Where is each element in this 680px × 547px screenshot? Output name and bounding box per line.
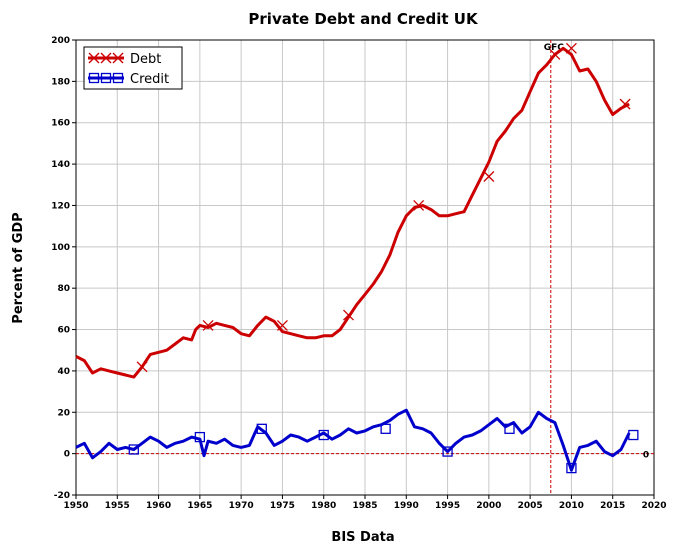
x-tick-label: 2015 xyxy=(600,501,625,511)
series-marker-debt xyxy=(136,361,148,373)
reference-label-gfc: GFC xyxy=(544,43,565,53)
x-tick-label: 1980 xyxy=(311,501,336,511)
series-marker-credit xyxy=(442,446,453,457)
marker-stroke xyxy=(88,52,100,64)
series-line-credit xyxy=(75,408,631,472)
y-tick-label: 80 xyxy=(57,284,70,294)
x-tick-label: 1960 xyxy=(146,501,171,511)
y-tick-label: -20 xyxy=(54,491,70,501)
reference-label-zero: 0 xyxy=(643,451,649,461)
marker-stroke xyxy=(112,52,124,64)
x-tick-label: 2020 xyxy=(641,501,666,511)
x-tick-label: 2010 xyxy=(559,501,584,511)
x-tick-label: 2000 xyxy=(476,501,501,511)
marker-stroke xyxy=(549,49,561,60)
marker-stroke xyxy=(343,309,354,321)
x-tick-label: 1990 xyxy=(394,501,419,511)
x-tick-label: 1955 xyxy=(105,501,130,511)
marker-stroke xyxy=(276,319,288,331)
x-tick-label: 1975 xyxy=(270,501,295,511)
legend-box xyxy=(83,46,183,90)
series-marker-credit xyxy=(194,431,206,443)
series-marker-debt xyxy=(413,199,425,211)
series-marker-credit xyxy=(256,423,267,434)
legend-swatch-marker xyxy=(88,52,100,64)
y-tick-label: 140 xyxy=(51,160,70,170)
x-axis-ticks: 1950 1955 1960 1965 1970 1975 1980 1985 1990 1995… xyxy=(63,495,667,511)
y-tick-label: 180 xyxy=(51,77,70,87)
series-marker-debt xyxy=(343,309,354,321)
series-marker-debt xyxy=(483,171,495,182)
x-tick-label: 1965 xyxy=(187,501,212,511)
series-line-debt xyxy=(75,46,630,379)
marker-stroke xyxy=(136,361,148,373)
x-tick-label: 1995 xyxy=(435,501,460,511)
series-marker-debt xyxy=(565,42,577,54)
y-axis-ticks: -20 0 20 40 60 80 100 120 140 160 180 200 xyxy=(51,36,76,501)
series-marker-debt xyxy=(549,49,561,60)
y-tick-label: 200 xyxy=(51,36,70,46)
marker-stroke xyxy=(202,319,214,331)
grid xyxy=(75,39,655,496)
series-marker-debt xyxy=(202,319,214,331)
y-tick-label: 20 xyxy=(57,408,70,418)
chart-title: Private Debt and Credit UK xyxy=(248,10,479,28)
series-marker-credit xyxy=(566,462,577,474)
marker-stroke xyxy=(619,98,631,110)
legend-swatch-marker xyxy=(112,72,124,84)
series-marker-debt xyxy=(619,98,631,110)
legend: Debt Credit xyxy=(83,46,183,90)
series-marker-credit xyxy=(504,423,515,434)
reference-lines: GFC 0 xyxy=(76,40,654,495)
legend-swatch-marker xyxy=(112,52,124,64)
legend-label-debt: Debt xyxy=(130,52,161,67)
marker-stroke xyxy=(100,52,112,64)
marker-stroke xyxy=(483,171,495,182)
y-tick-label: 100 xyxy=(51,243,70,253)
x-axis-label: BIS Data xyxy=(331,530,394,545)
y-tick-label: 0 xyxy=(64,450,70,460)
series-marker-debt xyxy=(276,319,288,331)
y-tick-label: 60 xyxy=(57,326,70,336)
marker-stroke xyxy=(413,199,425,211)
y-tick-label: 120 xyxy=(51,201,70,211)
series-marker-credit xyxy=(318,429,329,441)
marker-stroke xyxy=(565,42,577,54)
y-tick-label: 40 xyxy=(57,367,70,377)
series-marker-credit xyxy=(128,444,139,455)
series-layer xyxy=(75,42,639,474)
legend-swatch-marker xyxy=(100,72,112,84)
y-axis-label: Percent of GDP xyxy=(11,212,26,323)
series-marker-credit xyxy=(628,429,639,441)
legend-label-credit: Credit xyxy=(130,72,169,87)
x-tick-label: 1985 xyxy=(352,501,377,511)
legend-swatch-marker xyxy=(100,52,112,64)
x-tick-label: 2005 xyxy=(518,501,543,511)
series-marker-credit xyxy=(380,423,391,434)
x-tick-label: 1970 xyxy=(229,501,254,511)
x-tick-label: 1950 xyxy=(63,501,88,511)
y-tick-label: 160 xyxy=(51,119,70,129)
legend-swatch-marker xyxy=(88,72,100,84)
